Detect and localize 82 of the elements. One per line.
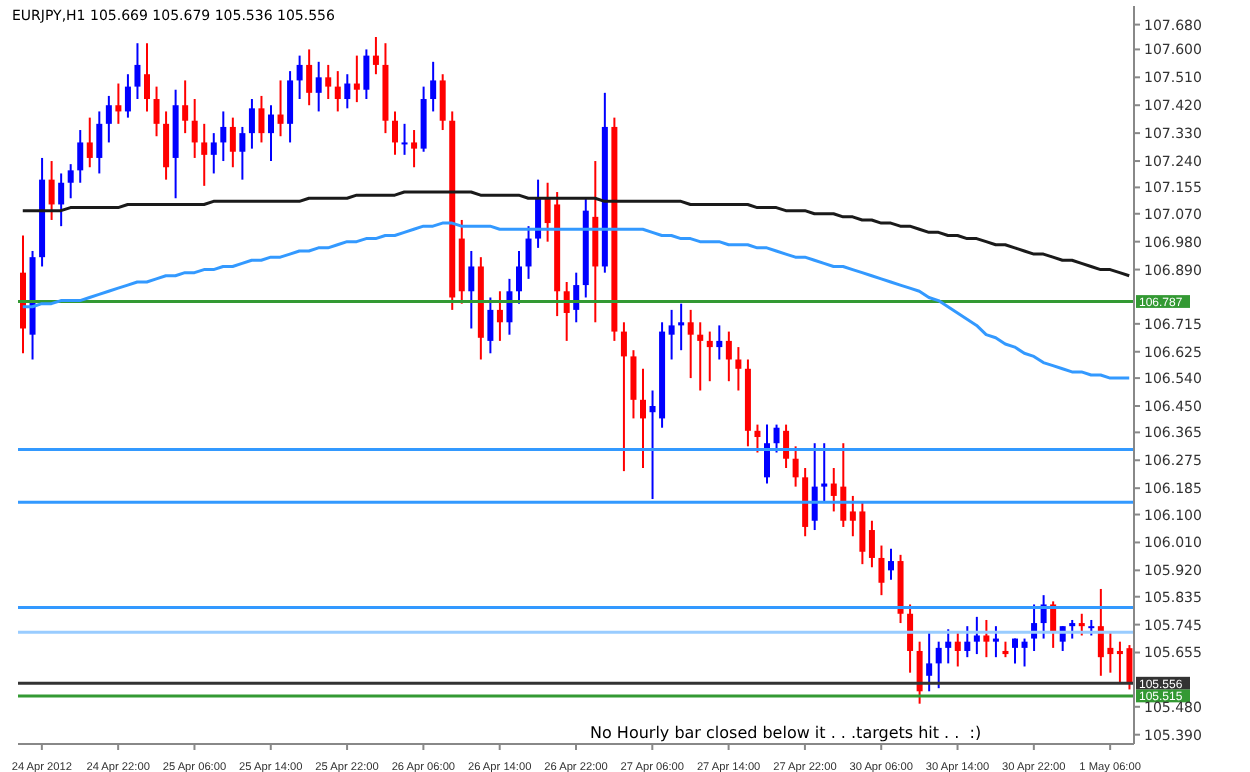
candlestick xyxy=(210,132,217,175)
candlestick xyxy=(1069,618,1076,640)
candlestick xyxy=(277,79,284,138)
candlestick xyxy=(697,321,704,392)
candlestick xyxy=(344,73,351,110)
candlestick xyxy=(306,48,313,107)
candlestick xyxy=(220,110,227,163)
candlestick xyxy=(86,116,93,169)
candlestick xyxy=(706,330,713,383)
candlestick xyxy=(725,330,732,383)
candlestick xyxy=(325,63,332,101)
candlestick xyxy=(124,73,131,119)
candlestick xyxy=(105,94,112,144)
candlestick xyxy=(363,48,370,101)
candlestick xyxy=(983,618,990,659)
candlestick xyxy=(630,349,637,420)
candlestick xyxy=(973,615,980,656)
candlestick xyxy=(821,442,828,504)
candlestick xyxy=(134,42,141,101)
candlestick xyxy=(811,442,818,532)
candlestick xyxy=(392,110,398,156)
candlestick xyxy=(48,160,55,221)
candlestick xyxy=(372,36,379,76)
candlestick xyxy=(935,640,942,690)
candlestick xyxy=(764,423,770,485)
candlestick xyxy=(620,321,627,473)
candlestick xyxy=(258,94,265,144)
candlestick xyxy=(754,423,761,454)
candlestick xyxy=(878,544,885,597)
candlestick xyxy=(58,172,65,228)
candlestick xyxy=(516,249,522,305)
candlestick xyxy=(926,631,933,693)
candlestick xyxy=(1021,637,1028,668)
candlestick xyxy=(439,73,446,132)
candlestick xyxy=(287,70,294,144)
candlestick xyxy=(773,423,780,454)
candlestick xyxy=(430,60,437,113)
candlestick xyxy=(687,308,694,380)
candlestick xyxy=(735,346,742,392)
candlestick xyxy=(115,82,122,125)
candlestick xyxy=(315,60,322,113)
candlestick xyxy=(153,85,160,138)
candlestick xyxy=(353,54,360,104)
candlestick xyxy=(229,116,236,169)
candlestick xyxy=(916,640,923,705)
candlestick xyxy=(792,445,799,488)
candlestick xyxy=(640,367,646,470)
candlestick xyxy=(716,324,723,361)
candlestick xyxy=(992,625,999,659)
candlestick xyxy=(77,129,84,184)
candlestick xyxy=(401,122,408,156)
candlestick xyxy=(268,104,274,163)
candlestick xyxy=(182,79,189,135)
candlestick xyxy=(239,125,246,181)
candlestick xyxy=(945,628,952,665)
candlestick xyxy=(248,98,255,150)
candlestick xyxy=(67,163,74,200)
candlestick xyxy=(1012,637,1018,665)
candlestick xyxy=(163,110,170,181)
candlestick xyxy=(334,70,341,113)
candlestick xyxy=(525,225,532,280)
candlestick xyxy=(411,129,418,169)
candlestick xyxy=(868,519,875,569)
candlestick xyxy=(907,603,914,674)
annotation: No Hourly bar closed below it . . .targets hit . . :) xyxy=(590,724,982,742)
candlestick xyxy=(201,122,208,187)
candlestick xyxy=(487,296,494,355)
candlestick xyxy=(191,98,198,159)
candlestick xyxy=(296,54,303,101)
candlestick xyxy=(506,277,513,336)
candlestick xyxy=(783,423,790,470)
candlestick xyxy=(668,308,675,361)
candlestick xyxy=(888,547,894,581)
candlestick xyxy=(96,110,103,175)
candlestick xyxy=(468,249,475,330)
candlestick xyxy=(678,302,685,352)
candlestick xyxy=(496,290,503,342)
candlestick xyxy=(144,42,150,113)
candlestick xyxy=(964,625,971,659)
line-series xyxy=(21,190,1131,278)
candlestick xyxy=(1078,612,1085,637)
candlestick xyxy=(954,631,961,668)
